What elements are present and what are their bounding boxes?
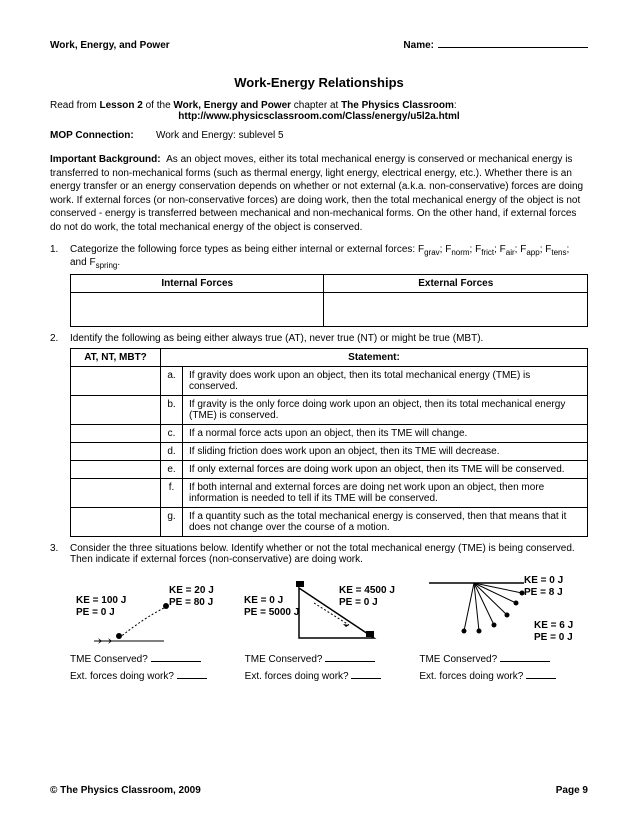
background-paragraph: Important Background: As an object moves…	[50, 153, 588, 234]
question-3: 3. Consider the three situations below. …	[50, 543, 588, 682]
statements-table: AT, NT, MBT? Statement: a.If gravity doe…	[70, 348, 588, 537]
internal-forces-cell[interactable]	[71, 293, 324, 327]
svg-text:KE = 100 J: KE = 100 J	[76, 595, 126, 606]
url-line: http://www.physicsclassroom.com/Class/en…	[50, 111, 588, 122]
forces-table: Internal Forces External Forces	[70, 274, 588, 327]
answer-g[interactable]	[71, 508, 161, 537]
name-field: Name:	[403, 40, 588, 51]
situation-2: KE = 0 J PE = 5000 J KE = 4500 J PE = 0 …	[244, 573, 414, 648]
svg-text:PE = 0 J: PE = 0 J	[339, 597, 378, 608]
svg-text:KE = 0 J: KE = 0 J	[244, 595, 283, 606]
mop-row: MOP Connection: Work and Energy: subleve…	[50, 130, 588, 141]
question-2: 2. Identify the following as being eithe…	[50, 333, 588, 537]
svg-text:KE = 6 J: KE = 6 J	[534, 620, 573, 631]
svg-text:KE = 0 J: KE = 0 J	[524, 575, 563, 586]
external-forces-header: External Forces	[324, 275, 588, 293]
external-forces-cell[interactable]	[324, 293, 588, 327]
ext-blank-2[interactable]	[351, 678, 381, 679]
svg-text:PE = 0 J: PE = 0 J	[76, 607, 115, 618]
svg-text:KE = 4500 J: KE = 4500 J	[339, 585, 395, 596]
answer-e[interactable]	[71, 461, 161, 479]
svg-text:PE = 0 J: PE = 0 J	[534, 632, 573, 643]
worksheet-title: Work-Energy Relationships	[50, 75, 588, 90]
tme-blank-1[interactable]	[151, 661, 201, 662]
answer-d[interactable]	[71, 443, 161, 461]
worksheet-page: Work, Energy, and Power Name: Work-Energ…	[0, 0, 638, 826]
page-footer: © The Physics Classroom, 2009 Page 9	[50, 785, 588, 796]
footer-page-number: Page 9	[556, 785, 588, 796]
ext-forces-row: Ext. forces doing work? Ext. forces doin…	[70, 671, 588, 682]
answer-c[interactable]	[71, 425, 161, 443]
answer-b[interactable]	[71, 396, 161, 425]
svg-text:PE = 8 J: PE = 8 J	[524, 587, 563, 598]
situation-1: KE = 100 J PE = 0 J KE = 20 J PE = 80 J	[70, 573, 238, 648]
name-blank-line[interactable]	[438, 47, 588, 48]
tme-conserved-row: TME Conserved? TME Conserved? TME Conser…	[70, 654, 588, 665]
col-atntmbt: AT, NT, MBT?	[71, 349, 161, 367]
ext-blank-1[interactable]	[177, 678, 207, 679]
situations-row: KE = 100 J PE = 0 J KE = 20 J PE = 80 J	[70, 573, 588, 648]
col-statement: Statement:	[161, 349, 588, 367]
ext-blank-3[interactable]	[526, 678, 556, 679]
situation-3-diagram: KE = 0 J PE = 8 J KE = 6 J PE = 0 J	[424, 573, 584, 648]
tme-blank-3[interactable]	[500, 661, 550, 662]
internal-forces-header: Internal Forces	[71, 275, 324, 293]
svg-text:PE = 5000 J: PE = 5000 J	[244, 607, 299, 618]
page-header: Work, Energy, and Power Name:	[50, 40, 588, 51]
footer-copyright: © The Physics Classroom, 2009	[50, 785, 201, 796]
question-1: 1. Categorize the following force types …	[50, 244, 588, 327]
svg-text:KE = 20 J: KE = 20 J	[169, 585, 214, 596]
situation-1-diagram: KE = 100 J PE = 0 J KE = 20 J PE = 80 J	[74, 573, 234, 648]
answer-a[interactable]	[71, 367, 161, 396]
tme-blank-2[interactable]	[325, 661, 375, 662]
intro-line: Read from Lesson 2 of the Work, Energy a…	[50, 100, 588, 111]
header-left: Work, Energy, and Power	[50, 40, 170, 51]
situation-2-diagram: KE = 0 J PE = 5000 J KE = 4500 J PE = 0 …	[244, 573, 414, 648]
situation-3: KE = 0 J PE = 8 J KE = 6 J PE = 0 J	[420, 573, 588, 648]
answer-f[interactable]	[71, 479, 161, 508]
svg-text:PE = 80 J: PE = 80 J	[169, 597, 213, 608]
